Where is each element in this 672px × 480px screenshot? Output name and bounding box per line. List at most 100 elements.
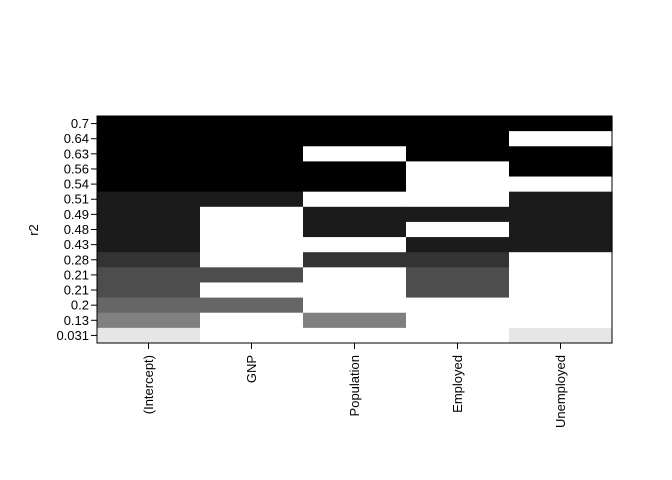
heatmap-cell	[509, 252, 613, 268]
y-tick-label: 0.21	[64, 267, 89, 282]
heatmap-cell	[200, 116, 304, 132]
heatmap-cell	[200, 131, 304, 147]
heatmap-cell	[406, 312, 510, 329]
y-tick-label: 0.21	[64, 283, 89, 298]
heatmap-cell	[406, 327, 510, 344]
heatmap-cell	[406, 206, 510, 223]
heatmap-cell	[97, 297, 201, 314]
heatmap-cell	[200, 237, 304, 253]
heatmap-cell	[303, 327, 407, 344]
y-tick-label: 0.13	[64, 313, 89, 328]
heatmap-cell	[303, 131, 407, 147]
y-tick-label: 0.2	[71, 298, 89, 313]
heatmap-cell	[509, 116, 613, 132]
heatmap-cell	[97, 191, 201, 208]
heatmap-cell	[200, 221, 304, 238]
y-tick-label: 0.48	[64, 222, 89, 237]
heatmap-cell	[406, 191, 510, 208]
y-tick-label: 0.64	[64, 131, 89, 146]
heatmap-cell	[200, 252, 304, 268]
heatmap-cell	[97, 161, 201, 178]
x-tick-label: GNP	[244, 355, 259, 383]
heatmap-cell	[509, 267, 613, 284]
heatmap-cell	[509, 176, 613, 193]
y-tick-label: 0.56	[64, 161, 89, 176]
y-tick-label: 0.7	[71, 116, 89, 131]
heatmap-cell	[406, 146, 510, 162]
heatmap-cell	[509, 146, 613, 162]
x-tick-label: Unemployed	[553, 355, 568, 428]
y-tick-label: 0.28	[64, 252, 89, 267]
heatmap-cell	[200, 146, 304, 162]
heatmap-cell	[97, 131, 201, 147]
heatmap-cell	[509, 206, 613, 223]
heatmap-cell	[406, 297, 510, 314]
heatmap-cell	[406, 282, 510, 299]
y-axis: 0.70.640.630.560.540.510.490.480.430.280…	[56, 116, 97, 343]
heatmap-cell	[406, 221, 510, 238]
heatmap-cell	[509, 191, 613, 208]
heatmap-cell	[97, 176, 201, 193]
heatmap-cell	[509, 161, 613, 178]
heatmap-cell	[97, 327, 201, 344]
heatmap-cell	[97, 116, 201, 132]
heatmap-cell	[509, 221, 613, 238]
heatmap-cell	[303, 176, 407, 193]
heatmap-cell	[97, 282, 201, 299]
heatmap-cell	[303, 312, 407, 329]
heatmap-cell	[406, 267, 510, 284]
heatmap-cell	[406, 176, 510, 193]
heatmap-cell	[97, 252, 201, 268]
heatmap-cell	[303, 237, 407, 253]
y-tick-label: 0.54	[64, 177, 89, 192]
heatmap-cell	[303, 221, 407, 238]
heatmap-cell	[303, 267, 407, 284]
heatmap-cell	[509, 131, 613, 147]
heatmap-cell	[509, 312, 613, 329]
heatmap-cell	[303, 116, 407, 132]
heatmap-cell	[406, 116, 510, 132]
heatmap-cell	[200, 282, 304, 299]
heatmap-cell	[303, 146, 407, 162]
heatmap-cell	[200, 191, 304, 208]
heatmap-cell	[406, 131, 510, 147]
x-axis: (Intercept) GNP Population Employed Unemploy…	[141, 343, 568, 428]
x-tick-label: Employed	[450, 355, 465, 413]
heatmap-cell	[97, 267, 201, 284]
heatmap-cell	[200, 327, 304, 344]
heatmap-cell	[303, 191, 407, 208]
heatmap-cell	[303, 206, 407, 223]
heatmap-cell	[200, 176, 304, 193]
y-tick-label: 0.51	[64, 192, 89, 207]
heatmap-cell	[200, 206, 304, 223]
y-tick-label: 0.43	[64, 237, 89, 252]
x-tick-label: Population	[347, 355, 362, 416]
heatmap-cell	[406, 161, 510, 178]
heatmap-cell	[97, 206, 201, 223]
heatmap-cell	[509, 237, 613, 253]
y-tick-label: 0.63	[64, 146, 89, 161]
heatmap-cell	[97, 237, 201, 253]
y-axis-title: r2	[26, 224, 41, 236]
heatmap-cells	[97, 116, 613, 344]
heatmap-cell	[303, 282, 407, 299]
heatmap-cell	[200, 267, 304, 284]
heatmap-cell	[97, 146, 201, 162]
heatmap-cell	[200, 297, 304, 314]
heatmap-cell	[200, 161, 304, 178]
heatmap-cell	[303, 252, 407, 268]
heatmap-cell	[97, 221, 201, 238]
y-tick-label: 0.031	[56, 328, 89, 343]
heatmap-cell	[509, 297, 613, 314]
heatmap-cell	[406, 237, 510, 253]
heatmap-cell	[200, 312, 304, 329]
heatmap-cell	[509, 282, 613, 299]
x-tick-label: (Intercept)	[141, 355, 156, 414]
heatmap-cell	[509, 327, 613, 344]
heatmap-cell	[406, 252, 510, 268]
heatmap-cell	[303, 161, 407, 178]
heatmap-cell	[97, 312, 201, 329]
heatmap-cell	[303, 297, 407, 314]
y-tick-label: 0.49	[64, 207, 89, 222]
